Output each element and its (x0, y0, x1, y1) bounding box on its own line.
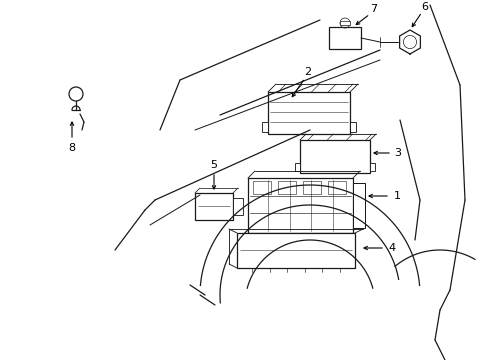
Bar (252, 181, 270, 194)
Text: 6: 6 (421, 2, 427, 12)
Text: 1: 1 (393, 191, 400, 201)
Text: 5: 5 (210, 160, 217, 170)
Bar (278, 181, 295, 194)
Text: 7: 7 (370, 4, 377, 14)
Bar (262, 122, 267, 132)
Text: 8: 8 (68, 143, 76, 153)
Text: 3: 3 (394, 148, 401, 158)
Bar (352, 183, 364, 228)
Bar (369, 163, 374, 171)
Bar (299, 140, 369, 173)
Bar (237, 233, 354, 268)
Bar (339, 21, 349, 25)
Bar (303, 181, 320, 194)
Bar (232, 198, 243, 215)
Bar (328, 27, 360, 49)
Bar (327, 181, 346, 194)
Text: 4: 4 (387, 243, 395, 253)
Bar (247, 178, 352, 233)
Bar (349, 122, 355, 132)
Text: 2: 2 (304, 67, 311, 77)
Bar (195, 193, 232, 220)
Bar (267, 92, 349, 134)
Bar (294, 163, 299, 171)
